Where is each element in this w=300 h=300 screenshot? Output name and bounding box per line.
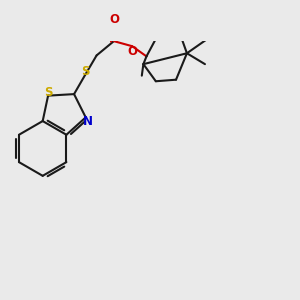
Text: S: S (81, 65, 89, 78)
Text: N: N (83, 115, 93, 128)
Text: O: O (110, 14, 119, 26)
Text: S: S (44, 86, 52, 99)
Text: O: O (128, 45, 138, 58)
